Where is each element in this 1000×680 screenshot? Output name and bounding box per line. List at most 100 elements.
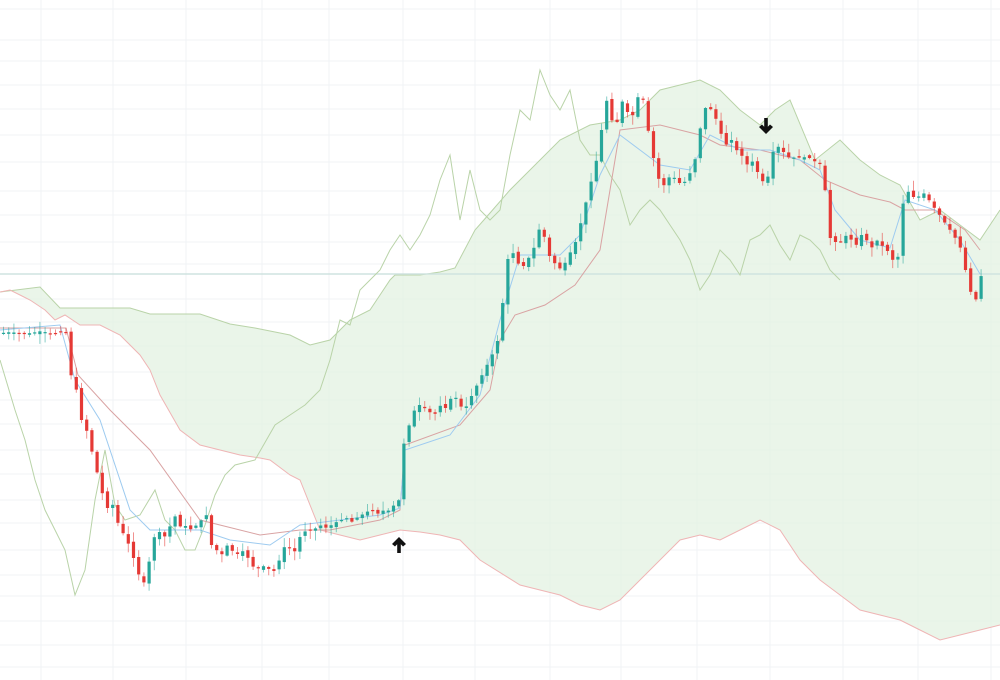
candle-down [371, 509, 375, 512]
candle-down [943, 216, 947, 223]
candle-up [698, 128, 702, 159]
candle-up [111, 504, 115, 509]
candle-down [163, 532, 167, 537]
candlesticks [1, 92, 983, 591]
candle-up [584, 202, 588, 225]
candle-up [464, 406, 468, 408]
candle-up [527, 257, 531, 268]
candle-down [953, 229, 957, 238]
candle-up [402, 443, 406, 500]
candle-up [339, 520, 344, 522]
candle-down [59, 331, 63, 333]
candle-up [599, 130, 604, 162]
candle-down [948, 224, 952, 230]
candle-up [979, 276, 983, 299]
candle-down [755, 161, 760, 172]
candle-down [969, 268, 973, 292]
candle-down [625, 103, 630, 112]
candle-up [563, 262, 567, 271]
candle-up [449, 398, 453, 410]
candle-down [745, 156, 749, 165]
candle-up [636, 97, 640, 117]
candle-down [443, 404, 448, 408]
candle-up [381, 510, 385, 514]
arrow-up-icon [392, 537, 406, 553]
candle-down [516, 251, 520, 264]
candle-down [813, 159, 817, 162]
candle-up [313, 528, 318, 531]
candle-up [152, 537, 156, 561]
candle-up [532, 247, 536, 259]
candle-up [693, 159, 697, 173]
candle-up [391, 505, 396, 512]
candle-up [282, 547, 286, 563]
candle-up [319, 525, 323, 529]
candle-up [397, 500, 401, 507]
senkou-span-b-line [0, 289, 1000, 641]
candle-down [69, 331, 73, 376]
candle-up [241, 551, 245, 556]
candle-down [558, 262, 562, 269]
candle-down [105, 491, 110, 508]
candle-down [714, 109, 718, 119]
candle-down [865, 233, 869, 241]
candle-down [839, 241, 843, 243]
candle-up [334, 522, 338, 528]
candle-up [501, 303, 505, 341]
candle-up [27, 333, 32, 335]
candle-up [776, 146, 780, 153]
candle-down [428, 408, 432, 413]
candle-up [672, 177, 676, 179]
candle-down [251, 556, 255, 567]
candle-up [703, 108, 708, 130]
candle-up [802, 157, 806, 160]
candle-down [235, 552, 240, 554]
chikou-span-line [0, 68, 841, 597]
candle-up [261, 566, 266, 570]
candle-down [74, 376, 78, 390]
candle-up [573, 242, 578, 255]
candle-up [594, 160, 598, 182]
candle-down [823, 165, 827, 191]
candle-down [818, 162, 822, 165]
candle-down [870, 241, 874, 248]
candle-up [412, 410, 416, 427]
candle-down [90, 430, 94, 452]
candle-up [407, 425, 411, 442]
candle-down [963, 247, 968, 270]
candle-down [761, 173, 765, 182]
candle-down [787, 152, 791, 158]
candle-up [506, 259, 510, 305]
candle-down [631, 111, 635, 116]
candle-down [646, 101, 650, 131]
candle-up [1, 332, 6, 334]
candle-up [469, 396, 474, 406]
candle-down [740, 148, 744, 156]
cloud-bullish-area [12, 80, 1000, 640]
candle-down [735, 141, 739, 151]
candle-up [620, 101, 624, 124]
candle-up [683, 181, 687, 184]
candle-up [12, 332, 16, 334]
candle-down [433, 412, 437, 414]
candle-down [126, 534, 130, 544]
candle-up [917, 196, 921, 198]
candle-up [147, 561, 151, 584]
candle-up [729, 140, 734, 143]
candle-up [38, 331, 42, 335]
candle-down [423, 406, 427, 409]
candle-up [771, 151, 775, 179]
candle-down [287, 547, 292, 549]
candle-up [922, 193, 926, 198]
candle-up [157, 532, 162, 540]
candle-up [511, 253, 515, 258]
candle-down [657, 158, 661, 179]
candle-down [308, 529, 312, 531]
candle-down [610, 99, 614, 121]
candle-down [324, 524, 328, 528]
candle-down [911, 190, 916, 197]
candle-down [131, 541, 136, 558]
candle-up [7, 332, 11, 334]
candle-up [417, 405, 422, 413]
